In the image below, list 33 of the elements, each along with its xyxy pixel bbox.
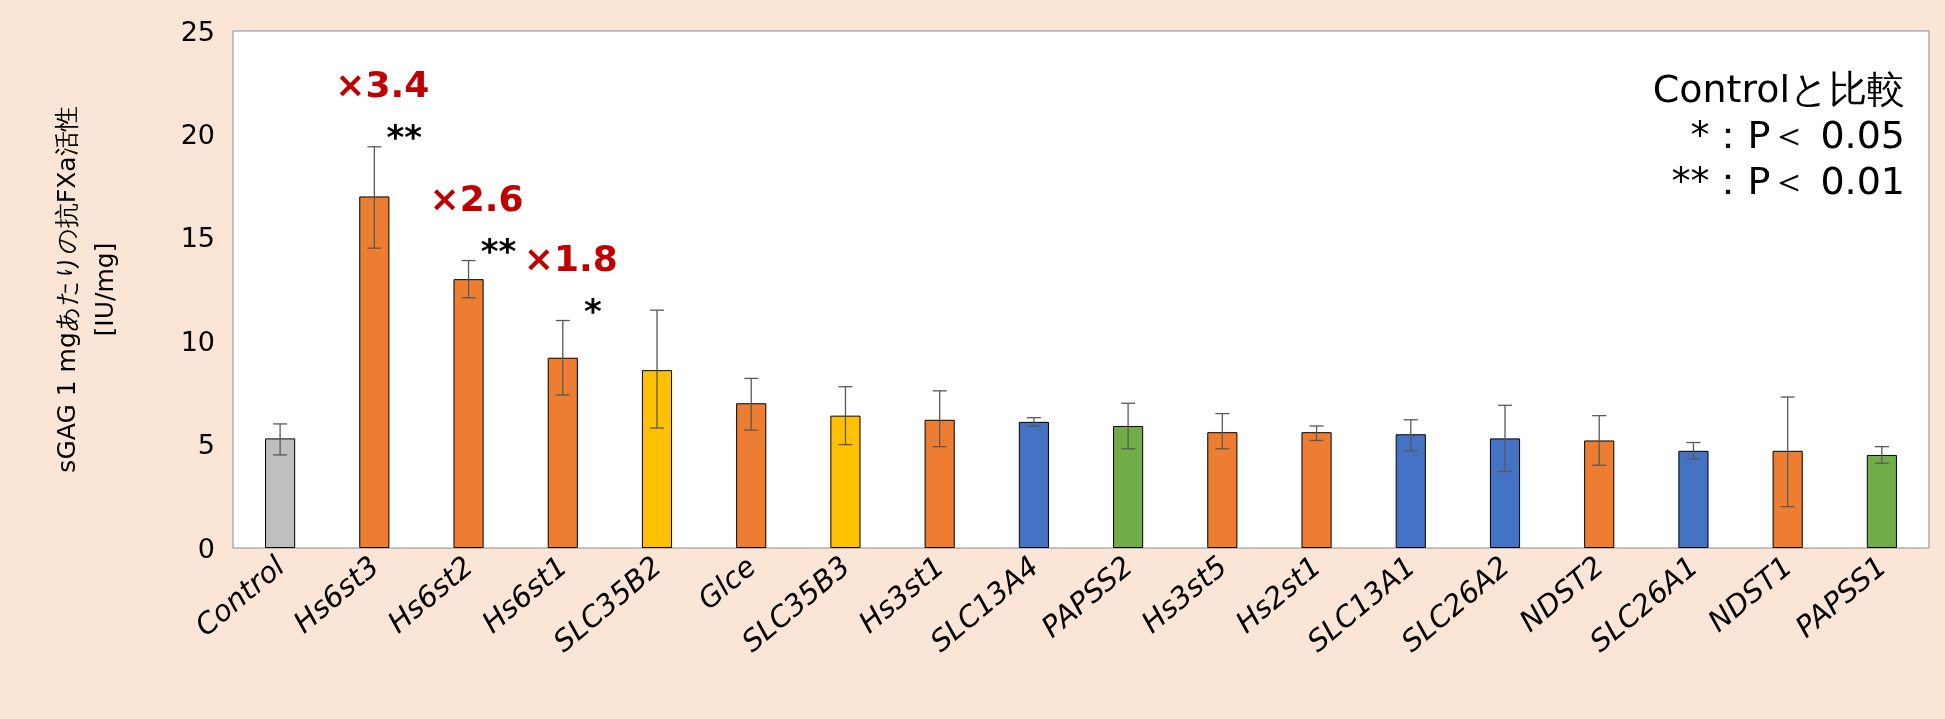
- y-axis-title: sGAG 1 mgあたりの抗FXa活性 [IU/mg]: [51, 106, 119, 473]
- annotation: **: [480, 230, 517, 271]
- bar: [830, 415, 861, 548]
- annotation: *：P＜ 0.05: [1690, 113, 1906, 157]
- bar: [359, 196, 390, 548]
- bar: [1866, 454, 1897, 548]
- bar: [1584, 440, 1615, 548]
- annotation: *: [583, 290, 602, 331]
- annotation: ×3.4: [335, 64, 430, 106]
- bar: [453, 279, 484, 548]
- y-tick-label: 20: [180, 118, 215, 150]
- annotation: ×1.8: [523, 238, 618, 280]
- bar: [1207, 432, 1238, 548]
- bar: [547, 357, 578, 548]
- annotation: **：P＜ 0.01: [1671, 159, 1906, 203]
- bar: [265, 438, 296, 548]
- y-tick-label: 15: [180, 222, 215, 254]
- y-tick-label: 5: [197, 429, 215, 461]
- bar: [1772, 450, 1803, 548]
- y-tick-label: 10: [180, 325, 215, 357]
- bar: [924, 419, 955, 548]
- bar: [1395, 434, 1426, 548]
- bar: [1489, 438, 1521, 548]
- annotation: **: [386, 116, 423, 157]
- bar: [736, 403, 767, 548]
- bar: [1018, 421, 1049, 548]
- bar: [641, 370, 673, 548]
- y-tick-label: 25: [180, 15, 215, 47]
- bar: [1301, 432, 1332, 548]
- bar: [1678, 450, 1709, 548]
- bar: [1113, 425, 1144, 548]
- annotation: ×2.6: [429, 178, 524, 220]
- annotation: Controlと比較: [1652, 67, 1906, 111]
